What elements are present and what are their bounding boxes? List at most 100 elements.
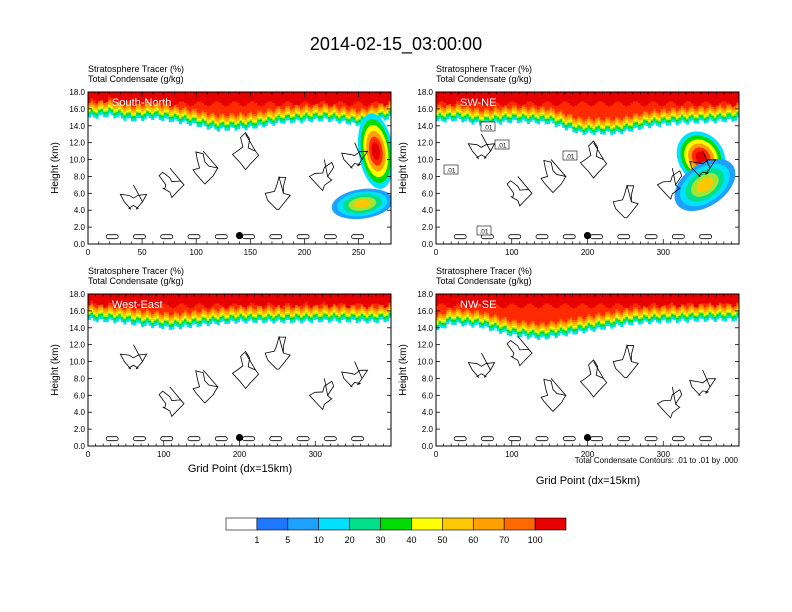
tracer-band [552, 113, 556, 116]
condensate-contour [192, 369, 219, 404]
tracer-band [325, 115, 329, 117]
tracer-band [252, 120, 256, 123]
tracer-band [118, 108, 122, 111]
tracer-band [156, 109, 160, 112]
tracer-band [360, 313, 364, 316]
tracer-band [322, 112, 326, 115]
tracer-band [483, 110, 488, 113]
y-tick-label: 18.0 [417, 88, 433, 97]
tracer-band [247, 122, 251, 125]
panel-label: South-North [112, 97, 171, 109]
tracer-band [612, 127, 616, 129]
tracer-band [494, 320, 498, 322]
tracer-band [579, 125, 584, 128]
tracer-band [178, 322, 183, 325]
tracer-band [181, 294, 185, 304]
tracer-band [204, 294, 208, 308]
tracer-band [95, 110, 99, 113]
tracer-band [630, 321, 634, 324]
tracer-band [569, 113, 573, 117]
tracer-band [224, 308, 228, 310]
tracer-band [701, 115, 705, 118]
tracer-band [620, 314, 624, 318]
tracer-band [521, 116, 525, 118]
tracer-band [290, 119, 294, 122]
tracer-band [610, 294, 614, 308]
tracer-band [335, 111, 339, 114]
tracer-band [592, 307, 596, 318]
tracer-band [481, 294, 485, 308]
tracer-band [494, 115, 498, 118]
tracer-band [471, 110, 475, 113]
tracer-band [476, 322, 480, 325]
tracer-band [443, 108, 447, 111]
tracer-band [151, 105, 155, 106]
tracer-band [655, 318, 659, 321]
tracer-band [191, 110, 195, 114]
tracer-band [557, 120, 561, 123]
tracer-band [110, 313, 114, 316]
tracer-band [158, 305, 162, 314]
tracer-band [648, 314, 652, 317]
tracer-band [385, 114, 390, 116]
tracer-band [632, 101, 637, 115]
tracer-band [295, 309, 299, 312]
tracer-band [274, 105, 278, 109]
tracer-band [511, 319, 515, 322]
tracer-band [584, 126, 589, 129]
tracer-band [370, 307, 374, 310]
tracer-band [683, 294, 687, 306]
tracer-band [494, 101, 498, 107]
tracer-band [365, 315, 369, 318]
tracer-band [617, 130, 621, 133]
tracer-band [183, 310, 188, 313]
tracer-band [491, 303, 495, 317]
tracer-band [269, 121, 273, 124]
tracer-band [108, 313, 112, 316]
tracer-band [501, 111, 505, 114]
tracer-band [385, 105, 390, 108]
tracer-band [521, 112, 525, 115]
tracer-band [236, 309, 241, 313]
tracer-band [373, 314, 377, 316]
tracer-band [282, 120, 286, 122]
tracer-band [595, 119, 599, 123]
tracer-band [590, 122, 594, 126]
tracer-band [168, 319, 172, 322]
tracer-band [224, 311, 228, 315]
tracer-band [673, 118, 677, 121]
tracer-band [584, 326, 589, 329]
tracer-band [315, 114, 319, 117]
tracer-band [325, 106, 329, 109]
tracer-band [315, 104, 319, 107]
tracer-band [252, 317, 256, 320]
tracer-band [385, 314, 390, 317]
tracer-band [249, 123, 253, 126]
tracer-band [511, 325, 515, 328]
low-cloud-contour [296, 436, 310, 442]
tracer-band [610, 124, 614, 127]
tracer-band [135, 103, 140, 106]
tracer-band [295, 112, 299, 115]
tracer-band [317, 317, 321, 319]
tracer-band [703, 101, 707, 110]
tracer-band [577, 92, 581, 104]
tracer-band [678, 308, 682, 312]
tracer-band [90, 98, 94, 102]
tracer-band [360, 118, 364, 120]
tracer-band [635, 117, 639, 120]
tracer-band [284, 92, 289, 102]
tracer-band [554, 106, 558, 114]
tracer-band [473, 115, 477, 118]
tracer-band [592, 132, 596, 136]
tracer-band [680, 110, 685, 113]
tracer-band [196, 101, 200, 114]
tracer-band [186, 92, 190, 106]
low-cloud-contour [699, 234, 713, 240]
tracer-band [214, 303, 218, 310]
tracer-band [438, 92, 442, 103]
tracer-band [173, 115, 177, 118]
tracer-band [521, 105, 525, 108]
tracer-band [168, 326, 172, 329]
tracer-band [373, 320, 377, 323]
